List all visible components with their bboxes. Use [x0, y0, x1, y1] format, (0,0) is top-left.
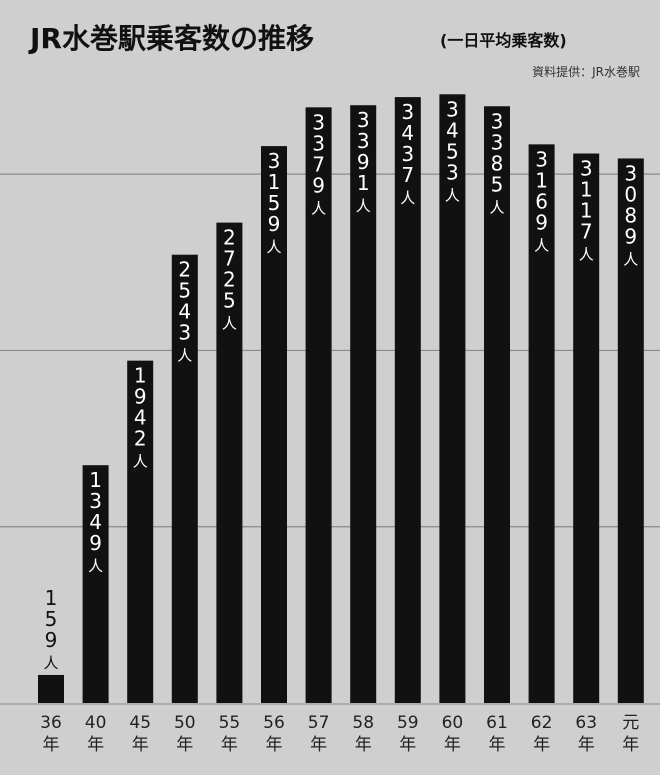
tick-label-55年: 55 年 — [219, 713, 241, 755]
tick-label-50年: 50 年 — [174, 713, 196, 755]
tick-label-63年: 63 年 — [575, 713, 597, 755]
chart-source: 資料提供：JR水巻駅 — [532, 64, 640, 79]
bar-62年 — [528, 144, 555, 703]
value-labels: 1 5 9 人 1 3 4 9 人 1 9 4 2 人 2 5 4 3 人 2 7 2 5 人 3 1 5 9 人 3 3 7 9 人 3 3 9 1 人 3… — [43, 97, 638, 672]
x-tick-labels: 36 年 40 年 45 年 50 年 55 年 56 年 57 年 58 年 59 年 60 年 61 年 62 年 63 年 元… — [40, 713, 639, 755]
tick-label-62年: 62 年 — [531, 713, 553, 755]
bar-45年 — [127, 360, 154, 703]
tick-label-60年: 60 年 — [442, 713, 464, 755]
tick-label-40年: 40 年 — [85, 713, 107, 755]
tick-label-58年: 58 年 — [352, 713, 374, 755]
bar-58年 — [350, 105, 377, 703]
tick-label-57年: 57 年 — [308, 713, 330, 755]
chart-subtitle: (一日平均乗客数) — [440, 31, 567, 50]
bar-56年 — [261, 146, 287, 704]
bar-元年 — [617, 158, 644, 703]
tick-label-61年: 61 年 — [486, 713, 508, 755]
bar-55年 — [216, 222, 243, 703]
bar-60年 — [439, 94, 466, 704]
tick-label-59年: 59 年 — [397, 713, 419, 755]
tick-label-56年: 56 年 — [263, 713, 285, 755]
tick-label-元年: 元年 — [622, 713, 639, 755]
bar-61年 — [484, 106, 510, 704]
bar-36年 — [38, 674, 64, 703]
bar-63年 — [573, 153, 600, 703]
bar-50年 — [171, 254, 198, 703]
bars — [38, 94, 644, 704]
chart-title: JR水巻駅乗客数の推移 — [28, 22, 314, 55]
tick-label-36年: 36 年 — [40, 713, 62, 755]
tick-label-45年: 45 年 — [129, 713, 151, 755]
bar-57年 — [305, 107, 332, 704]
bar-40年 — [82, 465, 109, 703]
bar-59年 — [394, 97, 421, 703]
